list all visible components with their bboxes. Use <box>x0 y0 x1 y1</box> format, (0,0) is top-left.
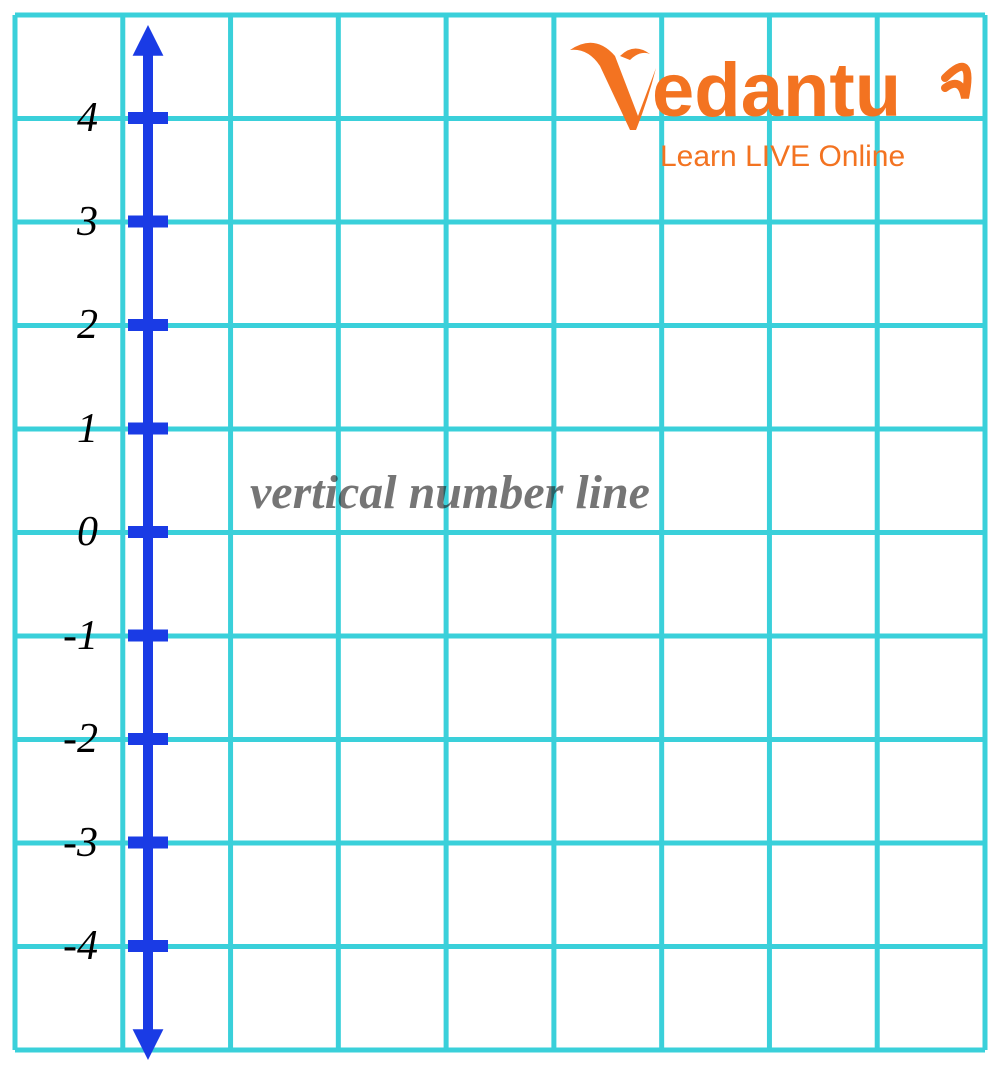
axis-title: vertical number line <box>250 465 650 520</box>
tick-label: -1 <box>63 612 98 660</box>
brand-tagline: Learn LIVE Online <box>660 140 905 174</box>
tick-label: -3 <box>63 819 98 867</box>
svg-text:edantu: edantu <box>652 48 901 133</box>
tick-label: 1 <box>77 405 98 453</box>
tick-label: 4 <box>77 94 98 142</box>
tick-label: 2 <box>77 301 98 349</box>
tick-label: -2 <box>63 715 98 763</box>
diagram-canvas: 4 3 2 1 0 -1 -2 -3 -4 vertical number li… <box>0 0 1000 1072</box>
brand-logo-svg: edantu <box>560 38 980 148</box>
tick-label: 3 <box>77 198 98 246</box>
tick-label: -4 <box>63 922 98 970</box>
tick-label: 0 <box>77 508 98 556</box>
